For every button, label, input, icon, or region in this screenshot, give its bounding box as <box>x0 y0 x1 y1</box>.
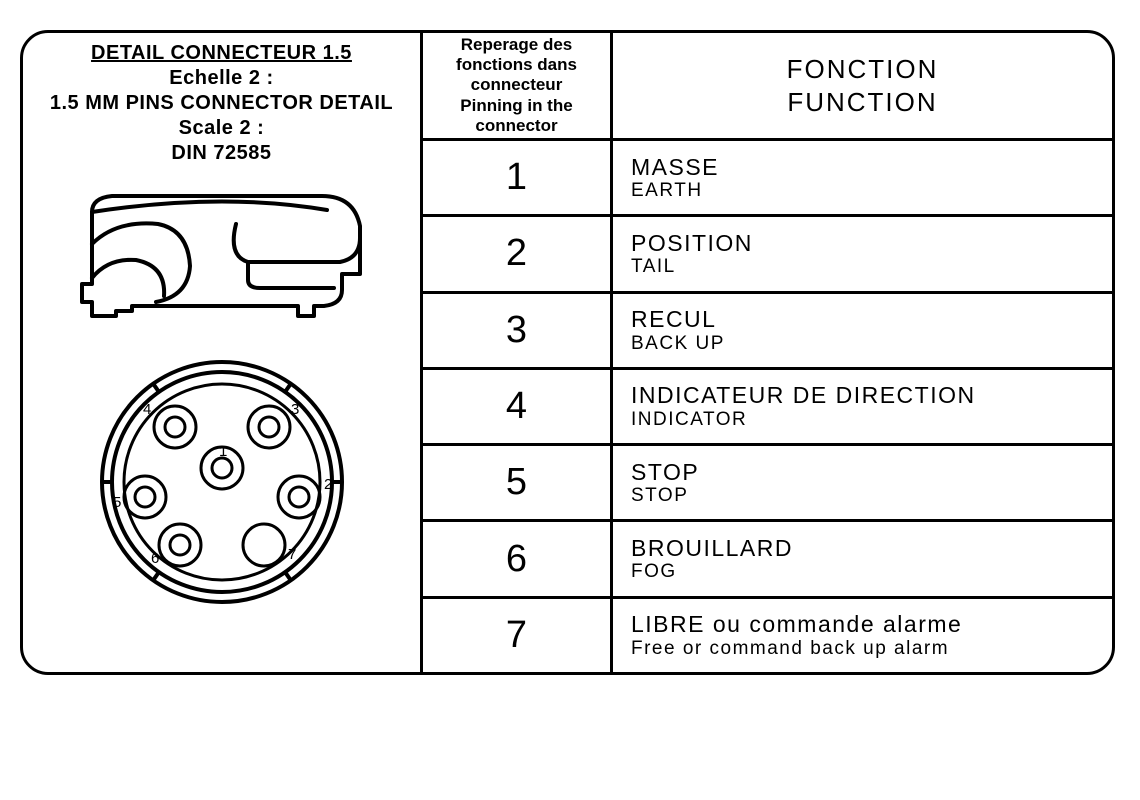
table-row: 5STOPSTOP <box>423 446 1112 522</box>
function-en: STOP <box>631 485 1112 507</box>
table-row: 4INDICATEUR DE DIRECTIONINDICATOR <box>423 370 1112 446</box>
right-panel: Reperage des fonctions dans connecteur P… <box>423 33 1112 672</box>
svg-text:4: 4 <box>143 401 151 418</box>
header-pin: Reperage des fonctions dans connecteur P… <box>423 33 613 138</box>
title-fr-2: Echelle 2 : <box>50 66 393 91</box>
table-row: 2POSITIONTAIL <box>423 217 1112 293</box>
function-fr: LIBRE ou commande alarme <box>631 611 1112 637</box>
table-row: 3RECULBACK UP <box>423 294 1112 370</box>
title-en-1: 1.5 MM PINS CONNECTOR DETAIL <box>50 91 393 116</box>
pin-cell: 3 <box>423 294 613 367</box>
function-fr: BROUILLARD <box>631 535 1112 561</box>
din-label: DIN 72585 <box>50 141 393 166</box>
function-fr: POSITION <box>631 230 1112 256</box>
function-fr: INDICATEUR DE DIRECTION <box>631 382 1112 408</box>
function-cell: LIBRE ou commande alarmeFree or command … <box>613 599 1112 672</box>
diagram-frame: DETAIL CONNECTEUR 1.5 Echelle 2 : 1.5 MM… <box>20 30 1115 675</box>
pin-cell: 2 <box>423 217 613 290</box>
table-row: 7LIBRE ou commande alarmeFree or command… <box>423 599 1112 672</box>
table-row: 1MASSEEARTH <box>423 141 1112 217</box>
pin-cell: 6 <box>423 522 613 595</box>
table-row: 6BROUILLARDFOG <box>423 522 1112 598</box>
function-en: TAIL <box>631 256 1112 278</box>
function-cell: MASSEEARTH <box>613 141 1112 214</box>
function-cell: STOPSTOP <box>613 446 1112 519</box>
function-fr: MASSE <box>631 154 1112 180</box>
svg-text:7: 7 <box>288 546 296 563</box>
connector-face-view: 1 2 3 4 5 6 7 <box>87 347 357 617</box>
function-en: EARTH <box>631 180 1112 202</box>
header-function: FONCTION FUNCTION <box>613 33 1112 138</box>
left-header: DETAIL CONNECTEUR 1.5 Echelle 2 : 1.5 MM… <box>50 41 393 166</box>
function-cell: RECULBACK UP <box>613 294 1112 367</box>
pin-cell: 1 <box>423 141 613 214</box>
header-pin-en: Pinning in the connector <box>429 96 604 137</box>
title-en-2: Scale 2 : <box>50 116 393 141</box>
table-body: 1MASSEEARTH2POSITIONTAIL3RECULBACK UP4IN… <box>423 141 1112 672</box>
function-en: Free or command back up alarm <box>631 638 1112 660</box>
function-fr: RECUL <box>631 306 1112 332</box>
function-cell: POSITIONTAIL <box>613 217 1112 290</box>
pin-cell: 7 <box>423 599 613 672</box>
function-en: BACK UP <box>631 333 1112 355</box>
function-cell: BROUILLARDFOG <box>613 522 1112 595</box>
function-cell: INDICATEUR DE DIRECTIONINDICATOR <box>613 370 1112 443</box>
table-header: Reperage des fonctions dans connecteur P… <box>423 33 1112 141</box>
svg-text:3: 3 <box>291 401 299 418</box>
svg-text:2: 2 <box>324 476 332 493</box>
title-fr-1: DETAIL CONNECTEUR 1.5 <box>91 42 352 64</box>
connector-side-view <box>72 184 372 329</box>
header-pin-fr: Reperage des fonctions dans connecteur <box>429 35 604 96</box>
function-en: INDICATOR <box>631 409 1112 431</box>
svg-text:1: 1 <box>219 443 227 460</box>
left-panel: DETAIL CONNECTEUR 1.5 Echelle 2 : 1.5 MM… <box>23 33 423 672</box>
svg-text:6: 6 <box>151 550 159 567</box>
header-func-en: FUNCTION <box>787 86 937 119</box>
function-en: FOG <box>631 561 1112 583</box>
header-func-fr: FONCTION <box>787 53 939 86</box>
pin-cell: 4 <box>423 370 613 443</box>
pin-cell: 5 <box>423 446 613 519</box>
svg-text:5: 5 <box>113 494 121 511</box>
function-fr: STOP <box>631 459 1112 485</box>
